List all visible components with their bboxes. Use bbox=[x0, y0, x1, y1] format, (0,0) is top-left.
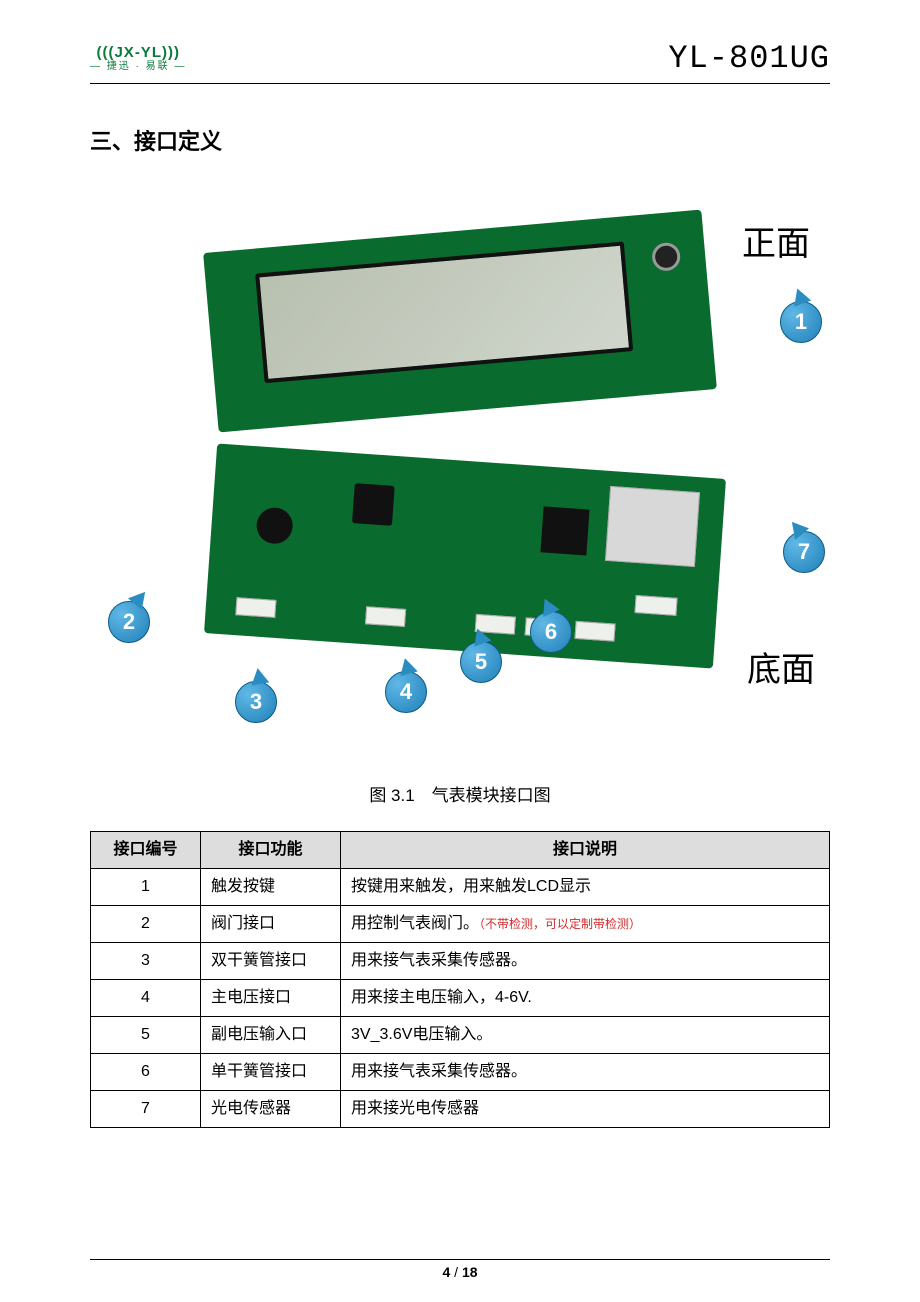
page-total: 18 bbox=[462, 1264, 478, 1280]
label-back: 底面 bbox=[747, 642, 815, 691]
callout-num: 4 bbox=[400, 679, 412, 705]
page-header: (((JX-YL))) — 捷迅 · 易联 — YL-801UG bbox=[90, 40, 830, 84]
cell-description: 用控制气表阀门。（不带检测，可以定制带检测） bbox=[341, 906, 830, 943]
label-front: 正面 bbox=[742, 216, 810, 265]
callout-7: 7 bbox=[783, 531, 825, 573]
cell-function: 触发按键 bbox=[201, 869, 341, 906]
cell-number: 2 bbox=[91, 906, 201, 943]
page-sep: / bbox=[450, 1264, 462, 1280]
callout-num: 2 bbox=[123, 609, 135, 635]
callout-1: 1 bbox=[780, 301, 822, 343]
section-title: 三、接口定义 bbox=[90, 124, 830, 156]
callout-num: 5 bbox=[475, 649, 487, 675]
pcb-front bbox=[203, 210, 717, 433]
logo: (((JX-YL))) — 捷迅 · 易联 — bbox=[90, 45, 186, 73]
model-number: YL-801UG bbox=[668, 40, 830, 77]
buzzer-icon bbox=[255, 506, 293, 544]
cell-description: 用来接气表采集传感器。 bbox=[341, 943, 830, 980]
cell-number: 3 bbox=[91, 943, 201, 980]
callout-3: 3 bbox=[235, 681, 277, 723]
interface-table: 接口编号 接口功能 接口说明 1触发按键按键用来触发，用来触发LCD显示2阀门接… bbox=[90, 831, 830, 1128]
table-row: 7光电传感器用来接光电传感器 bbox=[91, 1091, 830, 1128]
pcb-back bbox=[204, 443, 726, 668]
callout-num: 7 bbox=[798, 539, 810, 565]
cell-number: 1 bbox=[91, 869, 201, 906]
connector-icon bbox=[634, 595, 677, 616]
cell-function: 主电压接口 bbox=[201, 980, 341, 1017]
table-row: 5副电压输入口3V_3.6V电压输入。 bbox=[91, 1017, 830, 1054]
callout-4: 4 bbox=[385, 671, 427, 713]
cell-number: 5 bbox=[91, 1017, 201, 1054]
cell-description: 用来接主电压输入，4-6V. bbox=[341, 980, 830, 1017]
table-row: 4主电压接口用来接主电压输入，4-6V. bbox=[91, 980, 830, 1017]
cell-description: 用来接气表采集传感器。 bbox=[341, 1054, 830, 1091]
th-function: 接口功能 bbox=[201, 832, 341, 869]
connector-icon bbox=[235, 597, 276, 618]
callout-num: 3 bbox=[250, 689, 262, 715]
cell-function: 光电传感器 bbox=[201, 1091, 341, 1128]
tactile-button-icon bbox=[651, 242, 681, 272]
figure-diagram: 正面 底面 1 2 3 4 5 6 7 bbox=[130, 181, 790, 741]
lcd-screen bbox=[255, 241, 633, 383]
table-row: 1触发按键按键用来触发，用来触发LCD显示 bbox=[91, 869, 830, 906]
callout-6: 6 bbox=[530, 611, 572, 653]
table-header-row: 接口编号 接口功能 接口说明 bbox=[91, 832, 830, 869]
page-footer: 4 / 18 bbox=[0, 1259, 920, 1280]
callout-2: 2 bbox=[108, 601, 150, 643]
cell-note: （不带检测，可以定制带检测） bbox=[479, 917, 641, 931]
figure-caption: 图 3.1 气表模块接口图 bbox=[90, 781, 830, 806]
table-row: 2阀门接口用控制气表阀门。（不带检测，可以定制带检测） bbox=[91, 906, 830, 943]
cell-description: 用来接光电传感器 bbox=[341, 1091, 830, 1128]
th-number: 接口编号 bbox=[91, 832, 201, 869]
table-row: 3双干簧管接口用来接气表采集传感器。 bbox=[91, 943, 830, 980]
callout-num: 6 bbox=[545, 619, 557, 645]
callout-num: 1 bbox=[795, 309, 807, 335]
relay-icon bbox=[352, 483, 395, 526]
th-description: 接口说明 bbox=[341, 832, 830, 869]
table-row: 6单干簧管接口用来接气表采集传感器。 bbox=[91, 1054, 830, 1091]
rf-shield-icon bbox=[605, 486, 700, 567]
cell-number: 7 bbox=[91, 1091, 201, 1128]
cell-number: 4 bbox=[91, 980, 201, 1017]
callout-5: 5 bbox=[460, 641, 502, 683]
cell-function: 副电压输入口 bbox=[201, 1017, 341, 1054]
cell-function: 双干簧管接口 bbox=[201, 943, 341, 980]
mcu-chip-icon bbox=[540, 506, 589, 555]
connector-icon bbox=[574, 621, 615, 642]
cell-description: 按键用来触发，用来触发LCD显示 bbox=[341, 869, 830, 906]
logo-subtext: — 捷迅 · 易联 — bbox=[90, 61, 186, 72]
cell-function: 阀门接口 bbox=[201, 906, 341, 943]
cell-number: 6 bbox=[91, 1054, 201, 1091]
cell-description: 3V_3.6V电压输入。 bbox=[341, 1017, 830, 1054]
logo-text: (((JX-YL))) bbox=[96, 45, 179, 62]
cell-function: 单干簧管接口 bbox=[201, 1054, 341, 1091]
connector-icon bbox=[365, 606, 406, 627]
